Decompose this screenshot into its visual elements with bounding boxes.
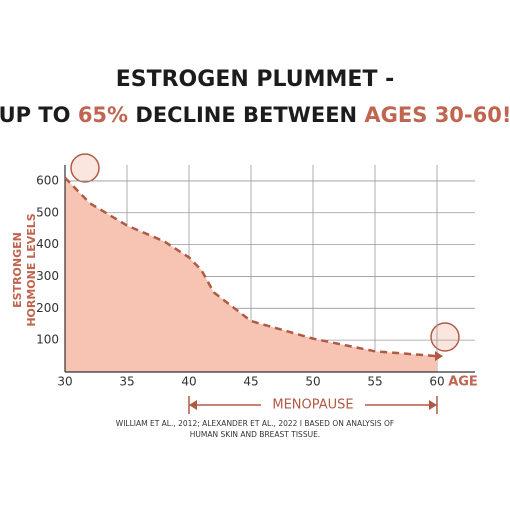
title-line-1: ESTROGEN PLUMMET - [116, 67, 395, 92]
title-part: UP TO [0, 103, 78, 127]
arrow-head [435, 351, 443, 362]
y-tick-label: 400 [36, 237, 59, 251]
label-bg [261, 396, 365, 414]
x-tick-label: 45 [243, 375, 258, 389]
x-tick-label: 55 [367, 375, 382, 389]
source: HUMAN SKIN AND BREAST TISSUE. [190, 430, 320, 439]
arrow-head [189, 400, 197, 410]
menopause-label: MENOPAUSE [272, 398, 353, 413]
area [65, 177, 437, 372]
x-axis-label: AGE [448, 375, 478, 390]
y-tick-label: 300 [36, 269, 59, 283]
x-tick-label: 40 [181, 375, 196, 389]
title-part: AGES 30-60! [364, 103, 510, 127]
title-line-2: UP TO 65% DECLINE BETWEEN AGES 30-60! [0, 103, 510, 127]
y-tick-label: 500 [36, 205, 59, 219]
y-axis-label: HORMONE LEVELS [25, 213, 38, 326]
icon [430, 322, 460, 352]
y-tick-label: 100 [36, 333, 59, 347]
source: WILLIAM ET AL., 2012; ALEXANDER ET AL., … [116, 419, 394, 428]
x-tick-label: 50 [305, 375, 320, 389]
title-part: 65% [78, 103, 128, 127]
y-tick-label: 600 [36, 173, 59, 187]
icon [70, 153, 100, 183]
line [64, 176, 438, 358]
arrow-head [429, 400, 437, 410]
x-tick-label: 35 [119, 375, 134, 389]
x-tick-label: 30 [57, 375, 72, 389]
x-tick-label: 60 [429, 375, 444, 389]
title-part: DECLINE BETWEEN [128, 103, 364, 127]
y-axis-label: ESTRONGEN [11, 232, 24, 308]
y-tick-label: 200 [36, 301, 59, 315]
